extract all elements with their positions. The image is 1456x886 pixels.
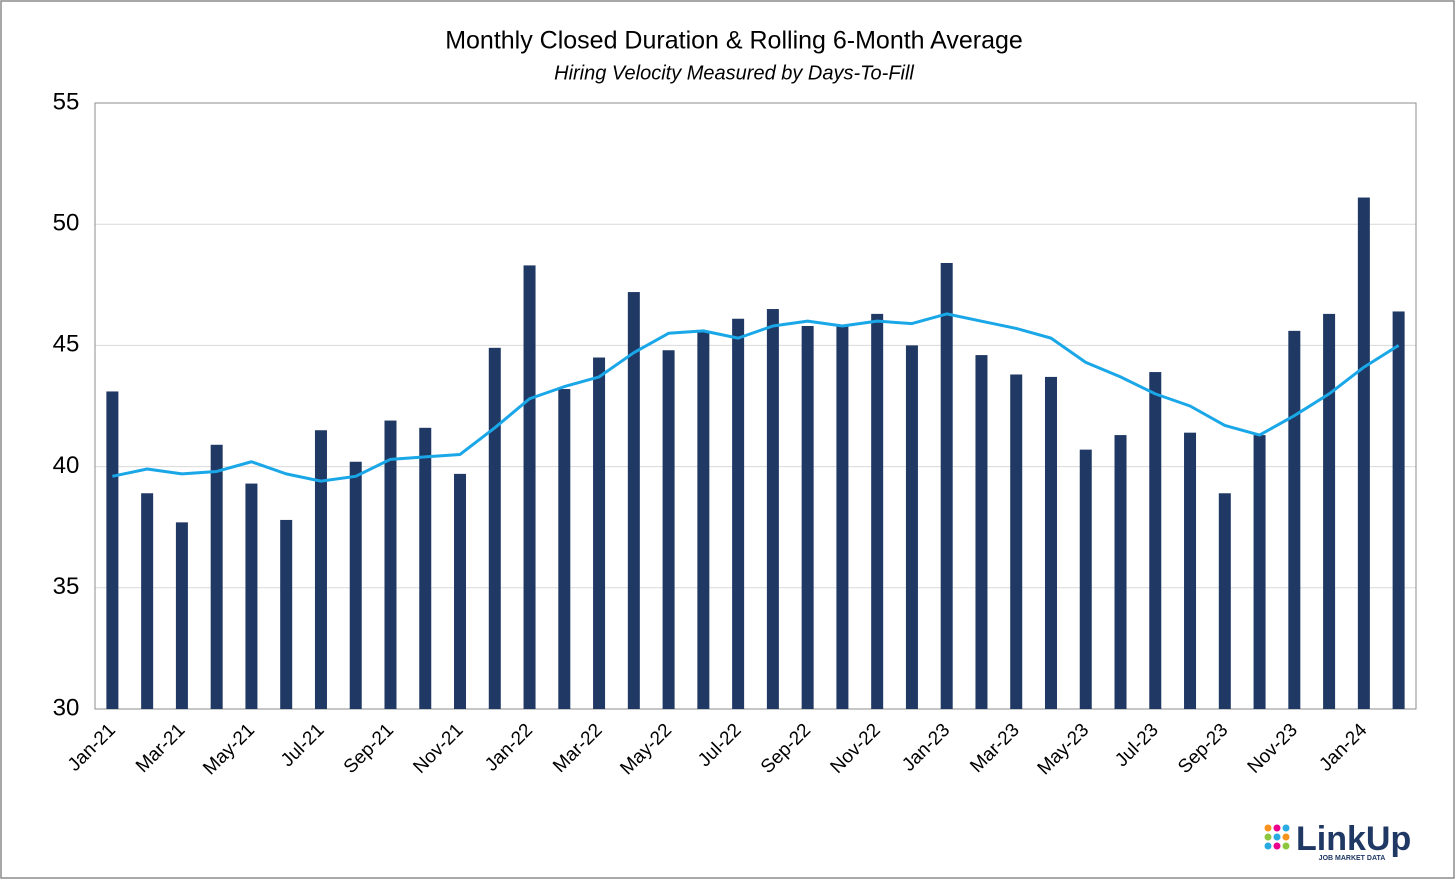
bar bbox=[905, 345, 918, 709]
bar bbox=[1184, 432, 1197, 709]
bar bbox=[558, 389, 571, 709]
bar bbox=[836, 326, 849, 709]
bar bbox=[697, 330, 710, 709]
bar bbox=[314, 430, 327, 709]
bar bbox=[488, 347, 501, 709]
bar bbox=[454, 473, 467, 709]
bar bbox=[384, 420, 397, 709]
bar bbox=[280, 519, 293, 709]
y-tick-label: 30 bbox=[53, 694, 80, 721]
bar bbox=[975, 355, 988, 709]
y-tick-label: 55 bbox=[53, 88, 80, 115]
logo: LinkUp JOB MARKET DATA bbox=[1264, 820, 1411, 862]
bar bbox=[627, 292, 640, 709]
bar bbox=[141, 493, 154, 709]
logo-dot bbox=[1264, 833, 1272, 841]
bar bbox=[1357, 197, 1370, 709]
bar bbox=[245, 483, 258, 709]
plot-border bbox=[94, 102, 1417, 710]
y-tick-label: 50 bbox=[53, 210, 80, 237]
bar bbox=[940, 262, 953, 709]
logo-dot bbox=[1282, 842, 1290, 850]
logo-dot bbox=[1264, 842, 1272, 850]
y-tick-label: 35 bbox=[53, 573, 80, 600]
logo-dot bbox=[1282, 833, 1290, 841]
bar bbox=[1323, 313, 1336, 709]
bar bbox=[106, 391, 119, 709]
bar bbox=[593, 357, 606, 709]
y-tick-label: 40 bbox=[53, 452, 80, 479]
bar bbox=[1253, 435, 1266, 709]
bar bbox=[732, 318, 745, 709]
bar bbox=[175, 522, 188, 709]
bar bbox=[1392, 311, 1405, 709]
bar bbox=[210, 444, 223, 709]
bar bbox=[1218, 493, 1231, 709]
bar bbox=[1010, 374, 1023, 709]
bar bbox=[662, 350, 675, 709]
logo-dot bbox=[1282, 824, 1290, 832]
bar bbox=[801, 326, 814, 709]
logo-dot bbox=[1273, 824, 1281, 832]
chart-title: Monthly Closed Duration & Rolling 6-Mont… bbox=[445, 27, 1023, 55]
bar bbox=[1288, 330, 1301, 709]
bar bbox=[871, 313, 884, 709]
line bbox=[112, 312, 1400, 483]
logo-dot bbox=[1264, 824, 1272, 832]
bar bbox=[766, 309, 779, 709]
chart-subtitle: Hiring Velocity Measured by Days-To-Fill bbox=[554, 62, 914, 84]
logo-name: LinkUp bbox=[1296, 820, 1411, 858]
bar bbox=[1149, 372, 1162, 709]
logo-tagline: JOB MARKET DATA bbox=[1319, 855, 1386, 862]
bar bbox=[419, 427, 432, 709]
bar bbox=[349, 461, 362, 709]
logo-dot bbox=[1273, 833, 1281, 841]
bar bbox=[1114, 435, 1127, 709]
bar bbox=[1079, 449, 1092, 709]
bar bbox=[1044, 376, 1057, 709]
y-tick-label: 45 bbox=[53, 331, 80, 358]
logo-dot bbox=[1273, 842, 1281, 850]
bar bbox=[523, 265, 536, 709]
